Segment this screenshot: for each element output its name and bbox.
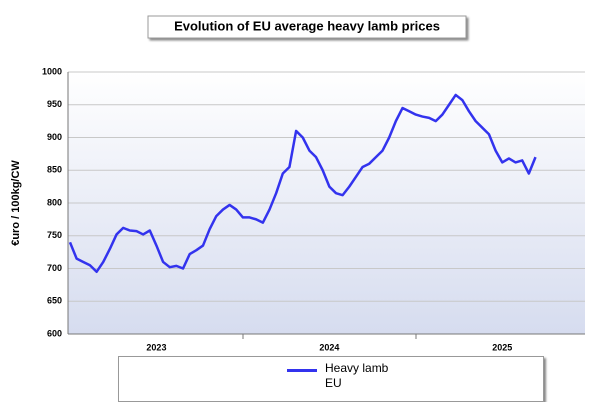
- chart-title: Evolution of EU average heavy lamb price…: [174, 18, 440, 33]
- legend: Heavy lamb EU: [118, 356, 544, 402]
- x-tick-label: 2023: [146, 342, 166, 352]
- x-tick-label: 2025: [492, 342, 512, 352]
- y-axis-label: €uro / 100kg/CW: [10, 160, 22, 246]
- y-tick-label: 850: [47, 165, 62, 175]
- y-tick-label: 650: [47, 296, 62, 306]
- legend-label: Heavy lamb EU: [325, 361, 389, 390]
- y-tick-label: 1000: [42, 66, 62, 76]
- y-tick-label: 900: [47, 132, 62, 142]
- chart: Evolution of EU average heavy lamb price…: [10, 15, 585, 352]
- y-tick-label: 750: [47, 230, 62, 240]
- legend-swatch: [287, 369, 317, 372]
- y-tick-label: 950: [47, 99, 62, 109]
- title-box: [147, 15, 467, 39]
- y-tick-label: 700: [47, 263, 62, 273]
- y-tick-label: 600: [47, 328, 62, 338]
- x-tick-label: 2024: [319, 342, 339, 352]
- line-series: [68, 93, 537, 274]
- y-tick-label: 800: [47, 197, 62, 207]
